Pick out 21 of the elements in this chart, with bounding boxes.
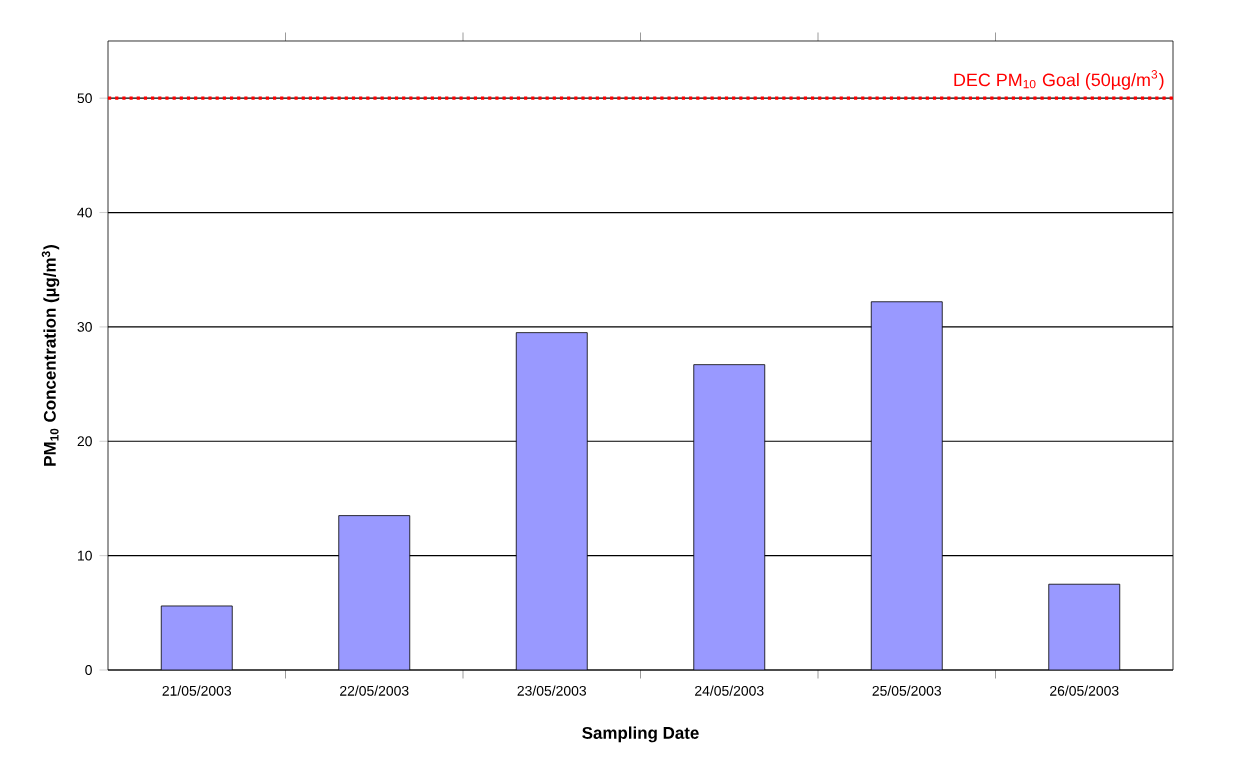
y-tick-label: 10 xyxy=(78,550,92,561)
y-axis-title: PM$_{10}$ Concentration (µg/m$^{3}$) xyxy=(41,245,60,466)
y-tick-label: 50 xyxy=(77,93,92,104)
bar xyxy=(160,605,233,670)
ref-line-label: DEC PM$_{10}$ Goal (50µg/m$^{3}$) xyxy=(954,70,1164,90)
x-tick-label: 26/05/2003 xyxy=(1050,685,1119,696)
y-tick-label: 30 xyxy=(77,321,92,332)
y-tick-label: 40 xyxy=(77,207,92,218)
y-tick-label: 0 xyxy=(85,665,92,675)
bar xyxy=(338,515,411,670)
x-tick-label: 22/05/2003 xyxy=(340,685,409,696)
bar xyxy=(1048,583,1121,670)
bar xyxy=(515,332,588,670)
x-axis-title: Sampling Date xyxy=(582,726,699,743)
x-tick-label: 25/05/2003 xyxy=(872,685,942,696)
y-tick-label: 20 xyxy=(77,436,92,447)
x-tick-label: 23/05/2003 xyxy=(517,685,587,696)
x-tick-label: 24/05/2003 xyxy=(695,685,764,696)
bar xyxy=(693,364,766,670)
bar xyxy=(870,301,943,670)
x-tick-label: 21/05/2003 xyxy=(162,685,232,696)
